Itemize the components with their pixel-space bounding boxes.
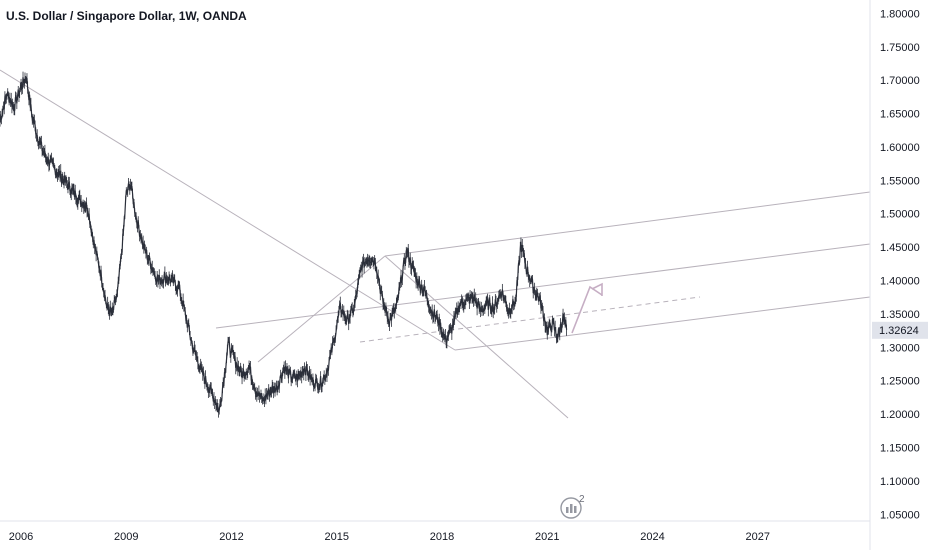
y-tick-label: 1.05000 <box>880 509 920 521</box>
x-tick-label: 2027 <box>745 531 769 543</box>
y-tick-label: 1.65000 <box>880 109 920 121</box>
tradingview-logo-icon: 2 <box>559 494 587 522</box>
price-series <box>0 71 568 418</box>
y-tick-label: 1.10000 <box>880 476 920 488</box>
channel-upper-line[interactable] <box>384 191 871 257</box>
y-tick-label: 1.40000 <box>880 276 920 288</box>
last-price-label: 1.32624 <box>879 325 919 337</box>
x-tick-label: 2015 <box>325 531 349 543</box>
x-tick-label: 2009 <box>114 531 138 543</box>
channel-middle-line[interactable] <box>215 243 871 329</box>
y-tick-label: 1.55000 <box>880 175 920 187</box>
x-tick-label: 2021 <box>535 531 559 543</box>
watermark-badge: 2 <box>579 494 585 505</box>
y-tick-label: 1.30000 <box>880 342 920 354</box>
dashed-median-line[interactable] <box>359 296 701 343</box>
y-tick-label: 1.25000 <box>880 376 920 388</box>
last-price-badge <box>872 321 928 339</box>
y-tick-label: 1.45000 <box>880 242 920 254</box>
projection-arrowhead <box>591 282 603 296</box>
price-line <box>0 76 568 413</box>
x-tick-label: 2012 <box>219 531 243 543</box>
x-tick-label: 2018 <box>430 531 454 543</box>
y-tick-label: 1.70000 <box>880 75 920 87</box>
y-tick-label: 1.15000 <box>880 443 920 455</box>
chart-title: U.S. Dollar / Singapore Dollar, 1W, OAND… <box>6 9 247 23</box>
x-tick-label: 2024 <box>640 531 664 543</box>
y-tick-label: 1.50000 <box>880 209 920 221</box>
time-scale[interactable]: 2006 2009 2012 2015 2018 2021 2024 2027 <box>0 520 870 543</box>
price-scale-panel <box>870 0 932 550</box>
zigzag-line-2[interactable] <box>384 255 569 419</box>
last-price-tag: 1.32624 <box>872 321 928 339</box>
zigzag-line-1[interactable] <box>257 255 386 363</box>
y-tick-label: 1.80000 <box>880 8 920 20</box>
y-tick-label: 1.35000 <box>880 309 920 321</box>
y-tick-label: 1.20000 <box>880 409 920 421</box>
y-tick-label: 1.75000 <box>880 42 920 54</box>
channel-lower-line[interactable] <box>454 296 871 351</box>
projection-arrow[interactable] <box>571 285 603 334</box>
y-tick-label: 1.60000 <box>880 142 920 154</box>
drawings-layer <box>0 69 871 419</box>
descending-trendline[interactable] <box>0 69 456 351</box>
x-tick-label: 2006 <box>9 531 33 543</box>
price-scale[interactable]: 1.80000 1.75000 1.70000 1.65000 1.60000 1.550… <box>869 0 932 550</box>
